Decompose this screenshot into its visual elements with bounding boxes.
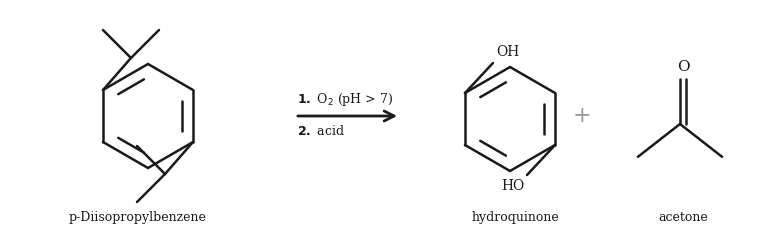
Text: p-Diisopropylbenzene: p-Diisopropylbenzene (69, 211, 207, 224)
Text: $\mathbf{1.}$ O$_2$ (pH > 7): $\mathbf{1.}$ O$_2$ (pH > 7) (297, 91, 393, 108)
Text: +: + (572, 105, 591, 127)
Text: hydroquinone: hydroquinone (471, 211, 559, 224)
Text: $\mathbf{2.}$ acid: $\mathbf{2.}$ acid (297, 124, 345, 138)
Text: acetone: acetone (658, 211, 708, 224)
Text: HO: HO (501, 179, 524, 193)
Text: O: O (676, 60, 690, 74)
Text: OH: OH (496, 45, 519, 59)
